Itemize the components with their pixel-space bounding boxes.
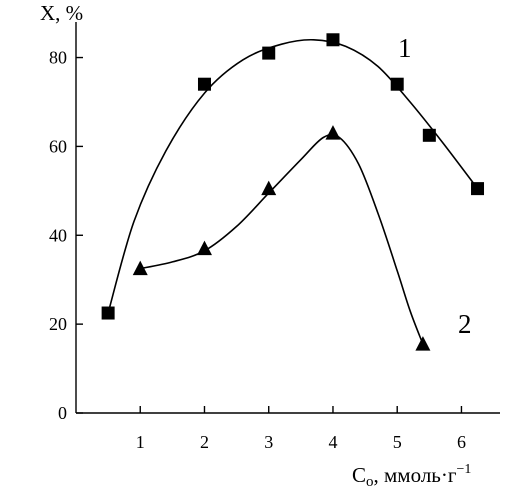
x-axis-title-unit: , ммоль·г xyxy=(374,463,457,487)
fit-curves xyxy=(107,38,479,345)
x-tick-label-6: 6 xyxy=(457,432,466,452)
y-tick-label-80: 80 xyxy=(49,48,67,68)
x-axis-title-subscript: o xyxy=(366,474,374,489)
x-tick-label-3: 3 xyxy=(264,432,273,452)
point-s1-2 xyxy=(262,46,276,60)
y-axis: 0 20 40 60 80 xyxy=(49,22,83,423)
y-tick-label-20: 20 xyxy=(49,314,67,334)
x-tick-label-1: 1 xyxy=(136,432,145,452)
y-tick-label-40: 40 xyxy=(49,225,67,245)
point-s1-0 xyxy=(101,306,115,320)
x-tick-label-5: 5 xyxy=(393,432,402,452)
x-tick-label-2: 2 xyxy=(200,432,209,452)
x-axis-title: Co, ммоль·г−1 xyxy=(352,462,471,489)
x-axis-title-main: C xyxy=(352,463,366,487)
point-s2-4 xyxy=(415,336,431,351)
fit-curve-1 xyxy=(107,38,479,314)
markers xyxy=(101,33,485,351)
point-s1-3 xyxy=(326,33,340,47)
point-s2-1 xyxy=(196,240,212,256)
y-ticks: 0 20 40 60 80 xyxy=(49,48,83,423)
point-s1-6 xyxy=(471,182,485,196)
x-tick-label-4: 4 xyxy=(328,432,337,452)
series-label-1: 1 xyxy=(398,33,412,63)
point-s1-5 xyxy=(422,128,436,142)
series-label-2: 2 xyxy=(458,309,472,339)
fit-curve-2 xyxy=(140,133,424,345)
y-tick-label-0: 0 xyxy=(58,403,67,423)
y-axis-title: X, % xyxy=(40,1,83,25)
point-s1-1 xyxy=(197,77,211,91)
point-s2-0 xyxy=(132,260,148,276)
y-tick-label-60: 60 xyxy=(49,136,67,156)
x-axis-title-exponent: −1 xyxy=(456,462,471,477)
x-axis: 1 2 3 4 5 6 xyxy=(76,406,500,452)
point-s1-4 xyxy=(390,77,404,91)
point-s2-2 xyxy=(261,180,277,196)
point-s2-3 xyxy=(325,125,341,140)
x-ticks: 1 2 3 4 5 6 xyxy=(136,406,466,452)
